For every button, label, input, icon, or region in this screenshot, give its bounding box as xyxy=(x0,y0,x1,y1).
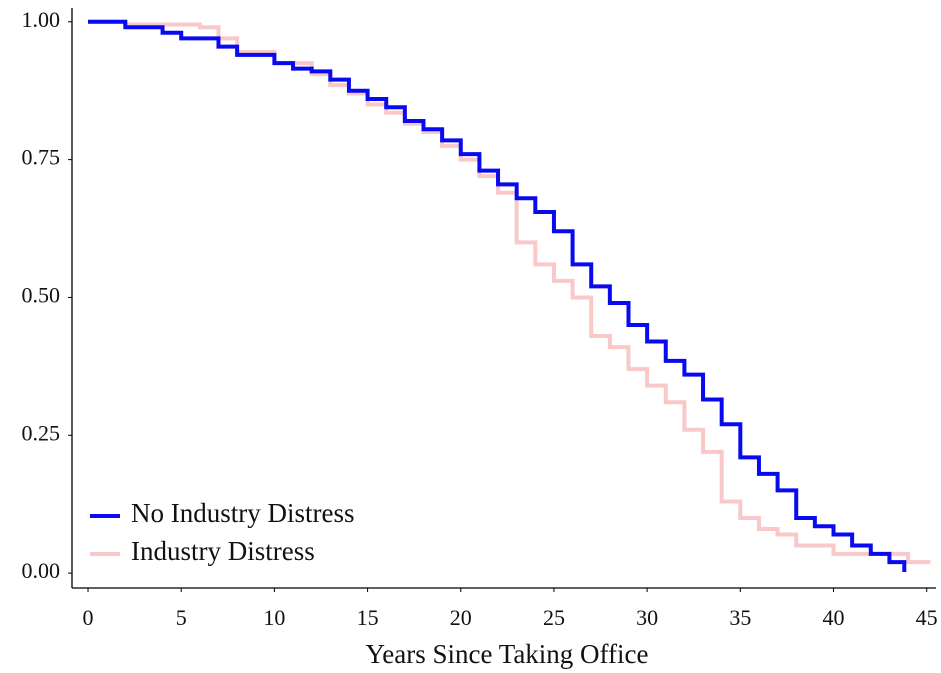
x-axis-label: Years Since Taking Office xyxy=(365,639,648,669)
x-tick-label: 35 xyxy=(729,605,751,630)
y-tick-label: 0.00 xyxy=(22,558,61,583)
y-tick-label: 0.25 xyxy=(22,420,61,445)
survival-line xyxy=(88,19,907,573)
x-tick-label: 10 xyxy=(263,605,285,630)
x-tick-label: 15 xyxy=(357,605,379,630)
x-tick-label: 30 xyxy=(636,605,658,630)
y-tick-label: 1.00 xyxy=(22,7,61,32)
x-tick-label: 40 xyxy=(822,605,844,630)
survival-line xyxy=(88,19,931,565)
x-tick-label: 20 xyxy=(450,605,472,630)
legend-label: Industry Distress xyxy=(131,536,315,566)
x-tick-label: 25 xyxy=(543,605,565,630)
x-tick-label: 45 xyxy=(916,605,938,630)
legend-label: No Industry Distress xyxy=(131,498,355,528)
y-tick-label: 0.50 xyxy=(22,282,61,307)
x-tick-label: 5 xyxy=(176,605,187,630)
x-tick-label: 0 xyxy=(83,605,94,630)
y-tick-label: 0.75 xyxy=(22,145,61,170)
